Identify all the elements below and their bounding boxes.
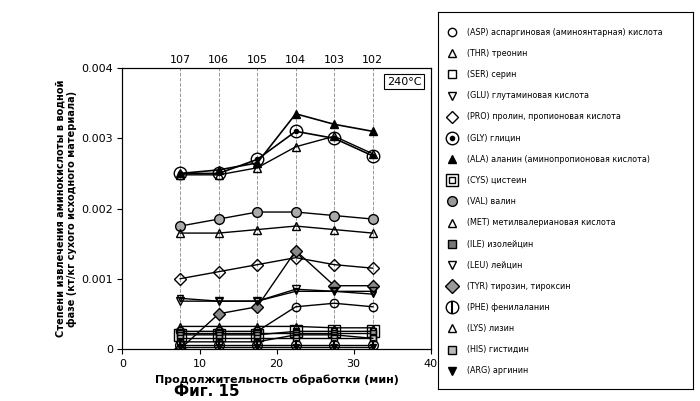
Text: Фиг. 15: Фиг. 15 (174, 384, 239, 399)
Text: (SER) серин: (SER) серин (467, 70, 517, 79)
Text: (ALA) аланин (аминопропионовая кислота): (ALA) аланин (аминопропионовая кислота) (467, 155, 650, 164)
X-axis label: Продолжительность обработки (мин): Продолжительность обработки (мин) (155, 374, 398, 385)
Text: (GLU) глутаминовая кислота: (GLU) глутаминовая кислота (467, 91, 589, 100)
Text: (ARG) аргинин: (ARG) аргинин (467, 367, 528, 375)
Text: (ASP) аспаргиновая (аминоянтарная) кислота: (ASP) аспаргиновая (аминоянтарная) кисло… (467, 28, 662, 36)
Text: (ILE) изолейцин: (ILE) изолейцин (467, 239, 533, 248)
Text: (GLY) глицин: (GLY) глицин (467, 134, 521, 142)
Text: (VAL) валин: (VAL) валин (467, 197, 516, 206)
Text: (THR) треонин: (THR) треонин (467, 49, 527, 58)
Text: 240°C: 240°C (387, 77, 421, 87)
Text: (LEU) лейцин: (LEU) лейцин (467, 261, 522, 269)
Text: (CYS) цистеин: (CYS) цистеин (467, 176, 526, 185)
Text: (PHE) фенилаланин: (PHE) фенилаланин (467, 303, 550, 312)
Y-axis label: Степени извлечения аминокислоты в водной
фазе (кт/кг сухого исходного материала): Степени извлечения аминокислоты в водной… (55, 80, 77, 337)
Text: (HIS) гистидин: (HIS) гистидин (467, 345, 528, 354)
Text: (PRO) пролин, пропионовая кислота: (PRO) пролин, пропионовая кислота (467, 112, 621, 121)
Text: (MET) метилвалериановая кислота: (MET) метилвалериановая кислота (467, 218, 615, 227)
Text: (TYR) тирозин, тироксин: (TYR) тирозин, тироксин (467, 282, 570, 291)
Text: (LYS) лизин: (LYS) лизин (467, 324, 514, 333)
